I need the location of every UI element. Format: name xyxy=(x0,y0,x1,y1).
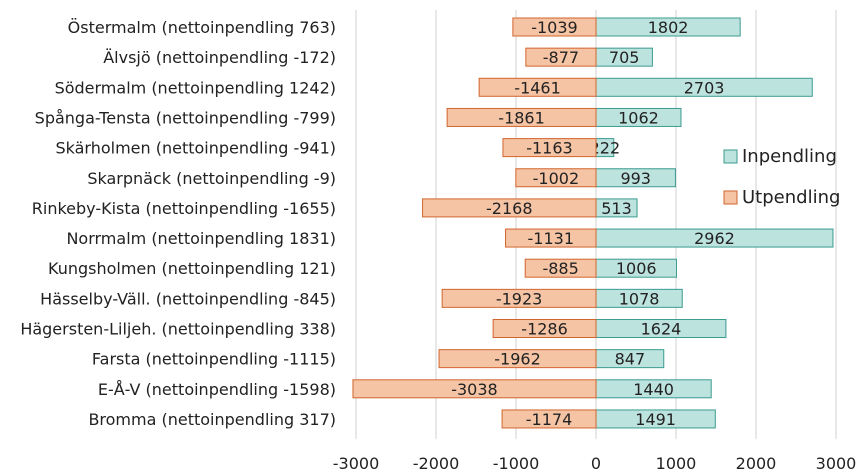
category-label: Östermalm (nettoinpendling 763) xyxy=(68,18,336,37)
bar-utpendling xyxy=(422,198,597,218)
data-label-inpendling: 847 xyxy=(615,350,646,369)
category-label: Hägersten-Liljeh. (nettoinpendling 338) xyxy=(20,320,336,339)
category-label: Farsta (nettoinpendling -1115) xyxy=(92,350,336,369)
data-label-inpendling: 2962 xyxy=(694,229,735,248)
legend-label-inpendling: Inpendling xyxy=(742,146,837,167)
category-label: E-Å-V (nettoinpendling -1598) xyxy=(98,380,336,399)
data-label-inpendling: 513 xyxy=(601,199,632,218)
category-label: Skärholmen (nettoinpendling -941) xyxy=(55,139,336,158)
bar-utpendling xyxy=(525,47,597,67)
bar-utpendling xyxy=(512,17,597,37)
legend: Inpendling Utpendling xyxy=(723,146,840,208)
x-tick-label: 3000 xyxy=(816,454,857,473)
data-label-utpendling: -1174 xyxy=(526,410,573,429)
bars: 1802 -1039 705 -877 2703 -1461 1062 -1861 222 -11… xyxy=(352,17,834,429)
bar-utpendling xyxy=(446,107,597,127)
bar-utpendling xyxy=(505,228,597,248)
data-label-utpendling: -1163 xyxy=(526,139,573,158)
legend-swatch-utpendling xyxy=(723,190,738,205)
category-label: Spånga-Tensta (nettoinpendling -799) xyxy=(35,108,336,127)
category-label: Kungsholmen (nettoinpendling 121) xyxy=(48,259,336,278)
bar-utpendling xyxy=(478,77,597,97)
category-label: Hässelby-Väll. (nettoinpendling -845) xyxy=(40,289,336,308)
x-tick-label: -3000 xyxy=(333,454,380,473)
legend-label-utpendling: Utpendling xyxy=(742,187,840,208)
bar-utpendling xyxy=(352,379,597,399)
data-label-inpendling: 1491 xyxy=(635,410,676,429)
data-label-utpendling: -3038 xyxy=(451,380,498,399)
category-label: Norrmalm (nettoinpendling 1831) xyxy=(66,229,336,248)
data-label-inpendling: 1440 xyxy=(633,380,674,399)
data-label-inpendling: 1006 xyxy=(616,259,657,278)
grid-lines xyxy=(355,10,837,439)
bar-utpendling xyxy=(502,138,597,158)
data-label-utpendling: -1286 xyxy=(521,320,568,339)
legend-swatch-inpendling xyxy=(723,149,738,164)
data-label-utpendling: -885 xyxy=(542,259,578,278)
bar-utpendling xyxy=(438,349,597,369)
data-label-utpendling: -1131 xyxy=(528,229,575,248)
category-labels: Östermalm (nettoinpendling 763) Älvsjö (n… xyxy=(20,18,336,429)
x-tick-label: -1000 xyxy=(493,454,540,473)
data-label-inpendling: 1062 xyxy=(618,108,659,127)
x-tick-label: 2000 xyxy=(736,454,777,473)
x-axis-tick-labels: -3000 -2000 -1000 0 1000 2000 3000 xyxy=(333,454,857,473)
bar-utpendling xyxy=(492,319,597,338)
data-label-utpendling: -1861 xyxy=(498,108,545,127)
x-tick-label: 0 xyxy=(591,454,601,473)
category-label: Bromma (nettoinpendling 317) xyxy=(88,410,336,429)
bar-utpendling xyxy=(524,258,597,278)
bar-utpendling xyxy=(515,168,597,188)
x-tick-label: -2000 xyxy=(413,454,460,473)
data-label-utpendling: -2168 xyxy=(486,199,533,218)
data-label-utpendling: -1923 xyxy=(496,289,543,308)
category-label: Skarpnäck (nettoinpendling -9) xyxy=(87,169,336,188)
data-label-inpendling: 1802 xyxy=(648,18,689,37)
data-label-utpendling: -1962 xyxy=(494,350,541,369)
data-label-inpendling: 705 xyxy=(609,48,640,67)
data-label-inpendling: 222 xyxy=(590,139,621,158)
data-label-utpendling: -1002 xyxy=(533,169,580,188)
category-label: Älvsjö (nettoinpendling -172) xyxy=(103,48,336,67)
category-label: Södermalm (nettoinpendling 1242) xyxy=(55,78,336,97)
data-label-inpendling: 2703 xyxy=(684,78,725,97)
data-label-utpendling: -877 xyxy=(543,48,579,67)
category-label: Rinkeby-Kista (nettoinpendling -1655) xyxy=(32,199,336,218)
data-label-inpendling: 1624 xyxy=(641,320,682,339)
data-label-inpendling: 993 xyxy=(620,169,651,188)
data-label-inpendling: 1078 xyxy=(619,289,660,308)
data-label-utpendling: -1039 xyxy=(531,18,578,37)
bar-utpendling xyxy=(441,288,597,308)
x-tick-label: 1000 xyxy=(656,454,697,473)
data-label-utpendling: -1461 xyxy=(514,78,561,97)
bar-utpendling xyxy=(501,409,597,429)
